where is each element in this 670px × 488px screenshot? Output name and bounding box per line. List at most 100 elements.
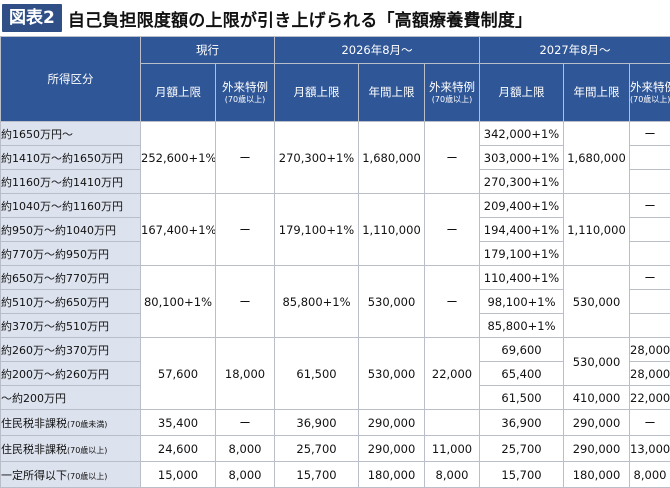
y2027-monthly-cell: 194,400+1%: [479, 217, 564, 242]
y2026-monthly-cell: 179,100+1%: [274, 193, 359, 266]
y2026-outpatient-cell: ー: [424, 121, 480, 194]
y2026-monthly-cell: 25,700: [274, 435, 359, 462]
y2027-annual-cell: 290,000: [563, 409, 630, 436]
y2026-outpatient-cell: ー: [424, 193, 480, 266]
category-cell: 約1650万円〜: [0, 121, 141, 146]
y2027-annual-cell: 1,110,000: [563, 193, 630, 266]
y2027-annual-cell: 290,000: [563, 435, 630, 462]
y2027-monthly-cell: 179,100+1%: [479, 241, 564, 266]
y2027-monthly-cell: 98,100+1%: [479, 289, 564, 314]
y2027-monthly-cell: 270,300+1%: [479, 169, 564, 194]
y2027-outpatient-cell: 13,000: [629, 435, 670, 462]
y2027-monthly-cell: 69,600: [479, 337, 564, 362]
y2027-outpatient-cell: 28,000: [629, 361, 670, 386]
current-monthly-cell: 35,400: [140, 409, 216, 436]
header-2026: 2026年8月〜: [274, 36, 480, 64]
y2027-annual-cell: 410,000: [563, 385, 630, 410]
category-cell: 約1160万〜約1410万円: [0, 169, 141, 194]
current-outpatient-cell: ー: [215, 121, 275, 194]
table-row: 約260万〜約370万円 57,600 18,000 61,500 530,00…: [0, 337, 670, 410]
y2027-monthly-cell: 209,400+1%: [479, 193, 564, 218]
y2027-outpatient-cell: ー: [629, 409, 670, 436]
y2027-monthly-cell: 25,700: [479, 435, 564, 462]
header-2027-outpatient: 外来特例(70歳以上): [629, 63, 670, 122]
table-row: 住民税非課税(70歳未満) 35,400 ー 36,900 290,000 36…: [0, 409, 670, 436]
y2027-monthly-cell: 36,900: [479, 409, 564, 436]
y2027-outpatient-cell: [629, 169, 670, 194]
figure-title: 自己負担限度額の上限が引き上げられる「高額療養費制度」: [67, 10, 533, 31]
y2026-monthly-cell: 61,500: [274, 337, 359, 410]
current-outpatient-cell: 18,000: [215, 337, 275, 410]
table-row: 約1410万〜約1650万円 303,000+1%: [0, 145, 670, 170]
table-row: 約1650万円〜 252,600+1% ー 270,300+1% 1,680,0…: [0, 121, 670, 194]
header-2026-monthly: 月額上限: [274, 63, 359, 122]
category-cell: 約260万〜約370万円: [0, 337, 141, 362]
current-monthly-cell: 252,600+1%: [140, 121, 216, 194]
current-outpatient-cell: 8,000: [215, 435, 275, 462]
y2026-annual-cell: 1,110,000: [358, 193, 425, 266]
y2026-annual-cell: 530,000: [358, 337, 425, 410]
y2027-monthly-cell: 65,400: [479, 361, 564, 386]
table-row: 約1160万〜約1410万円 270,300+1%: [0, 169, 670, 194]
current-outpatient-cell: ー: [215, 265, 275, 338]
y2027-outpatient-cell: 8,000: [629, 461, 670, 488]
y2027-annual-cell: 530,000: [563, 337, 630, 386]
header-2027: 2027年8月〜: [479, 36, 670, 64]
category-cell: 住民税非課税(70歳以上): [0, 435, 141, 462]
y2026-monthly-cell: 36,900: [274, 409, 359, 436]
y2027-annual-cell: 530,000: [563, 265, 630, 338]
y2026-monthly-cell: 85,800+1%: [274, 265, 359, 338]
table-row: 約950万〜約1040万円 194,400+1%: [0, 217, 670, 242]
y2027-monthly-cell: 303,000+1%: [479, 145, 564, 170]
y2027-monthly-cell: 15,700: [479, 461, 564, 488]
y2027-outpatient-cell: [629, 217, 670, 242]
y2027-outpatient-cell: ー: [629, 193, 670, 218]
current-monthly-cell: 80,100+1%: [140, 265, 216, 338]
y2026-annual-cell: 1,680,000: [358, 121, 425, 194]
y2027-monthly-cell: 110,400+1%: [479, 265, 564, 290]
current-monthly-cell: 57,600: [140, 337, 216, 410]
category-cell: 約370万〜約510万円: [0, 313, 141, 338]
header-current: 現行: [140, 36, 275, 64]
y2027-annual-cell: 1,680,000: [563, 121, 630, 194]
category-cell: 約1410万〜約1650万円: [0, 145, 141, 170]
figure-badge: 図表2: [2, 4, 62, 32]
y2027-outpatient-cell: 28,000: [629, 337, 670, 362]
table-row: 約370万〜約510万円 85,800+1%: [0, 313, 670, 338]
category-cell: 〜約200万円: [0, 385, 141, 410]
y2026-annual-cell: 530,000: [358, 265, 425, 338]
table-row: 約510万〜約650万円 98,100+1%: [0, 289, 670, 314]
y2027-annual-cell: 180,000: [563, 461, 630, 488]
y2026-annual-cell: 290,000: [358, 409, 425, 436]
category-cell: 約200万〜約260万円: [0, 361, 141, 386]
y2026-monthly-cell: 270,300+1%: [274, 121, 359, 194]
table-row: 約200万〜約260万円 65,400 28,000: [0, 361, 670, 386]
y2026-outpatient-cell: ー: [424, 265, 480, 338]
y2027-outpatient-cell: 22,000: [629, 385, 670, 410]
header-2026-annual: 年間上限: [358, 63, 425, 122]
y2027-monthly-cell: 342,000+1%: [479, 121, 564, 146]
category-cell: 約510万〜約650万円: [0, 289, 141, 314]
y2026-outpatient-cell: 8,000: [424, 461, 480, 488]
category-cell: 約650万〜約770万円: [0, 265, 141, 290]
y2027-outpatient-cell: [629, 289, 670, 314]
category-cell: 約770万〜約950万円: [0, 241, 141, 266]
category-cell: 約950万〜約1040万円: [0, 217, 141, 242]
cost-limit-table: 所得区分 現行 2026年8月〜 2027年8月〜 月額上限 外来特例 (70歳以…: [0, 36, 670, 488]
y2026-monthly-cell: 15,700: [274, 461, 359, 488]
category-cell: 一定所得以下(70歳以上): [0, 461, 141, 488]
header-2026-outpatient: 外来特例 (70歳以上): [424, 63, 480, 122]
y2026-annual-cell: 180,000: [358, 461, 425, 488]
y2026-outpatient-cell: 22,000: [424, 337, 480, 410]
y2027-outpatient-cell: [629, 145, 670, 170]
header-current-outpatient: 外来特例 (70歳以上): [215, 63, 275, 122]
y2026-outpatient-cell: 11,000: [424, 435, 480, 462]
table-row: 約1040万〜約1160万円 167,400+1% ー 179,100+1% 1…: [0, 193, 670, 266]
current-outpatient-cell: 8,000: [215, 461, 275, 488]
current-monthly-cell: 15,000: [140, 461, 216, 488]
y2026-outpatient-cell: [424, 409, 480, 436]
y2027-monthly-cell: 85,800+1%: [479, 313, 564, 338]
table-row: 住民税非課税(70歳以上) 24,600 8,000 25,700 290,00…: [0, 435, 670, 462]
header-2027-monthly: 月額上限: [479, 63, 564, 122]
current-monthly-cell: 24,600: [140, 435, 216, 462]
